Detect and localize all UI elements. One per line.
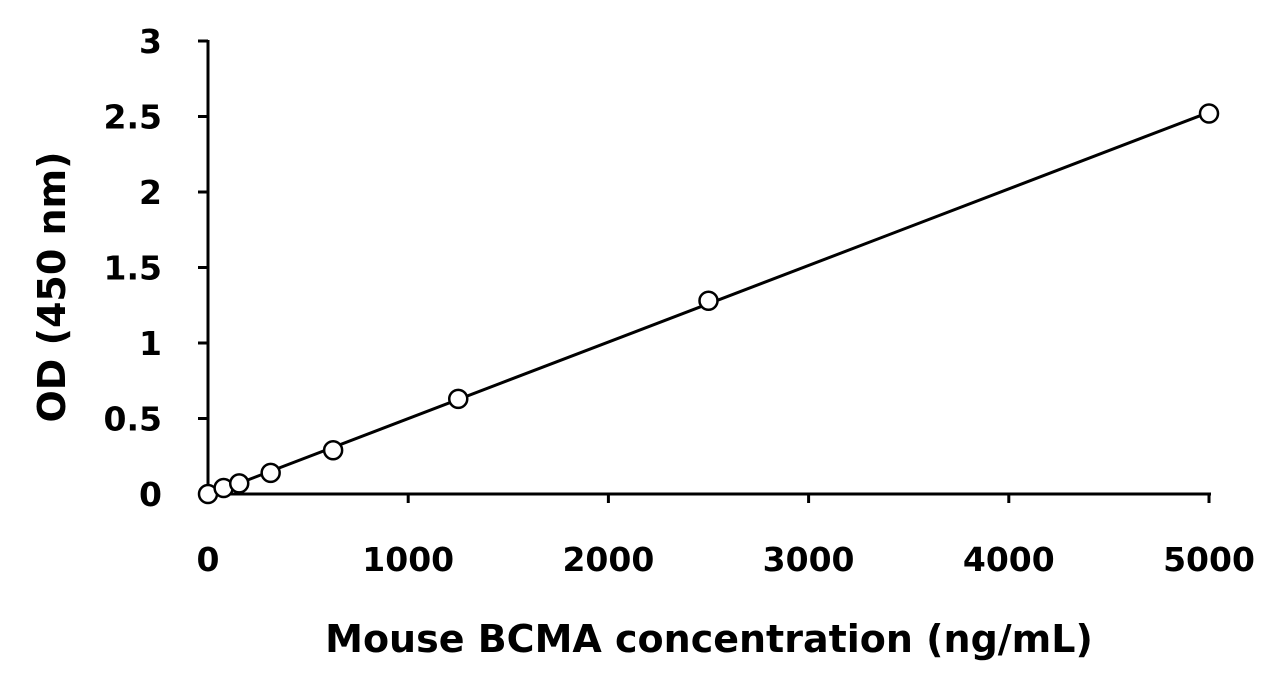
plot-area — [197, 103, 1220, 505]
x-axis-title: Mouse BCMA concentration (ng/mL) — [325, 617, 1093, 661]
x-ticks: 0 1000 2000 3000 4000 5000 — [197, 494, 1255, 579]
x-tick-label: 2000 — [562, 540, 654, 579]
x-tick-label: 0 — [197, 540, 220, 579]
y-ticks: 0 0.5 1 1.5 2 2.5 3 — [104, 22, 208, 514]
y-tick-label: 0 — [139, 475, 162, 514]
data-point — [448, 388, 469, 410]
y-tick-label: 0.5 — [104, 400, 162, 439]
data-point — [228, 473, 250, 494]
data-point — [698, 290, 719, 311]
y-tick-label: 2 — [139, 173, 162, 212]
data-point — [1198, 103, 1220, 124]
y-tick-label: 1.5 — [104, 249, 162, 288]
data-point — [260, 462, 281, 484]
data-point — [322, 439, 344, 461]
x-tick-label: 4000 — [963, 540, 1055, 579]
y-tick-label: 1 — [139, 324, 162, 363]
axes — [206, 40, 1211, 496]
y-tick-label: 2.5 — [104, 98, 162, 137]
y-axis-title: OD (450 nm) — [30, 151, 74, 422]
x-tick-label: 1000 — [362, 540, 454, 579]
y-tick-label: 3 — [139, 22, 162, 61]
x-tick-label: 5000 — [1163, 540, 1255, 579]
x-tick-label: 3000 — [763, 540, 855, 579]
